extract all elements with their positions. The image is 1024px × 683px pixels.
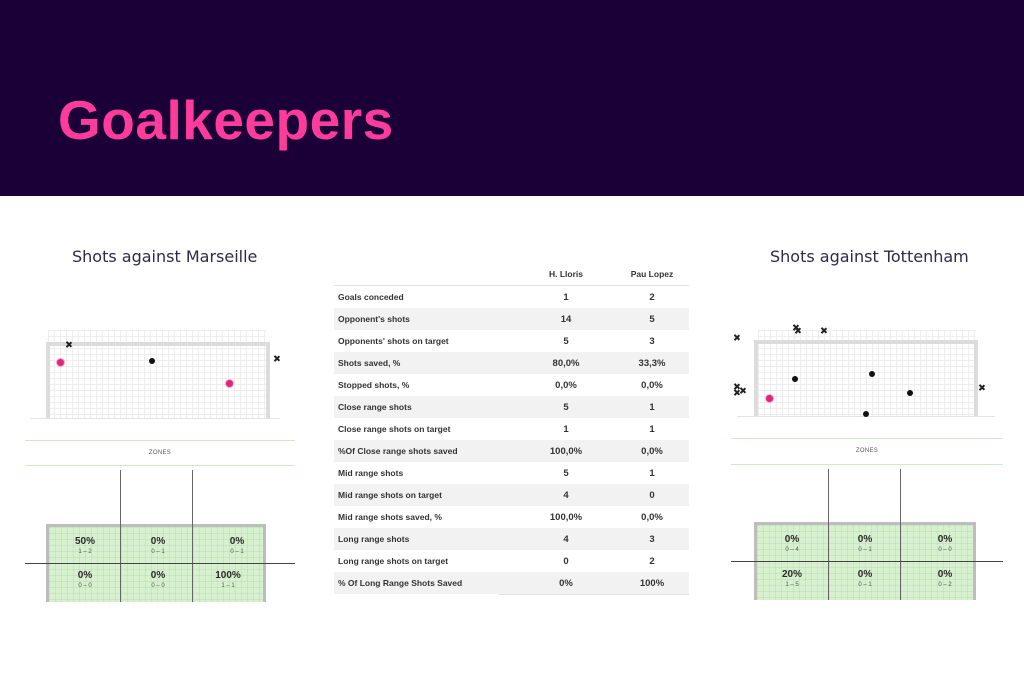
shot-saved-marker (792, 376, 798, 382)
shot-goal-marker (765, 394, 774, 403)
right-shot-map (725, 300, 1005, 430)
shot-miss-marker (66, 342, 72, 348)
table-row: Opponent's shots 14 5 (334, 308, 689, 330)
table-row: Long range shots on target 0 2 (338, 556, 655, 567)
table-row: Opponents' shots on target 5 3 (338, 336, 655, 347)
shot-goal-marker (56, 358, 65, 367)
zone-cell: 0% 0 – 0 (77, 570, 93, 589)
goal-frame (46, 342, 270, 418)
zone-cell: 0% 0 – 0 (150, 570, 166, 589)
zone-vertical-line (828, 469, 829, 600)
column-header-lloris: H. Lloris (548, 269, 583, 279)
zone-cell: 0% 0 – 1 (857, 534, 873, 553)
table-header: H. Lloris Pau Lopez (334, 264, 689, 286)
shot-saved-marker (149, 358, 155, 364)
shot-miss-marker (274, 356, 280, 362)
shot-goal-marker (225, 379, 234, 388)
header-banner: Goalkeepers (0, 0, 1024, 196)
zones-divider (25, 465, 295, 466)
zones-divider (25, 440, 295, 441)
column-header-lopez: Pau Lopez (630, 269, 674, 279)
table-row: Close range shots 5 1 (334, 396, 689, 418)
table-row: Mid range shots saved, % 100,0% 0,0% (338, 512, 663, 523)
table-row: Goals conceded 1 2 (338, 292, 655, 303)
zones-label: ZONES (855, 448, 879, 454)
zone-cell: 50% 1 – 2 (74, 536, 95, 555)
left-zones-grid: ZONES 50% 1 – 2 0% 0 – 1 0% 0 – 1 0% 0 –… (25, 437, 295, 602)
table-row: Stopped shots, % 0,0% 0,0% (338, 380, 663, 391)
goal-ground-line (30, 418, 280, 419)
zone-cell: 20% 1 – 5 (781, 569, 802, 588)
goal-net (758, 330, 976, 416)
zones-label: ZONES (148, 450, 172, 456)
goalkeeper-stats-table: H. Lloris Pau Lopez Goals conceded 1 2 Opp… (334, 264, 689, 595)
shot-miss-marker (740, 388, 746, 394)
zone-horizontal-line (731, 561, 1003, 562)
table-row: Mid range shots on target 4 0 (334, 484, 689, 506)
table-row: Mid range shots 5 1 (338, 468, 655, 479)
shot-miss-marker (979, 385, 985, 391)
table-row: %Of Close range shots saved 100,0% 0,0% (334, 440, 689, 462)
table-footer-line (499, 594, 689, 595)
goal-frame (754, 340, 978, 416)
zone-cell: 0% 0 – 1 (857, 569, 873, 588)
right-panel-title: Shots against Tottenham (770, 247, 969, 266)
zone-cell: 0% 0 – 1 (150, 536, 166, 555)
table-row: Long range shots 4 3 (334, 528, 689, 550)
page-title: Goalkeepers (58, 89, 394, 151)
zone-vertical-line (192, 470, 193, 602)
shot-saved-marker (863, 411, 869, 417)
table-row: Shots saved, % 80,0% 33,3% (334, 352, 689, 374)
zone-cell: 0% 0 – 1 (229, 536, 245, 555)
zone-vertical-line (120, 470, 121, 602)
right-zones-grid: ZONES 0% 0 – 4 0% 0 – 1 0% 0 – 0 20% 1 –… (731, 434, 1003, 600)
zone-cell: 100% 1 – 1 (215, 570, 241, 589)
shot-saved-marker (869, 371, 875, 377)
table-row: Close range shots on target 1 1 (338, 424, 655, 435)
left-shot-map (20, 300, 300, 430)
shot-miss-marker (821, 328, 827, 334)
shot-miss-marker (795, 328, 801, 334)
zone-goal-area (754, 522, 976, 600)
zone-horizontal-line (25, 563, 295, 564)
zone-goal-area (46, 524, 266, 602)
left-panel-title: Shots against Marseille (72, 247, 258, 266)
shot-miss-marker (734, 335, 740, 341)
zone-cell: 0% 0 – 0 (937, 534, 953, 553)
zone-cell: 0% 0 – 4 (784, 534, 800, 553)
zones-divider (731, 438, 1003, 439)
zone-cell: 0% 0 – 2 (937, 569, 953, 588)
zone-vertical-line (900, 469, 901, 600)
shot-saved-marker (907, 390, 913, 396)
zones-divider (731, 464, 1003, 465)
table-row: % Of Long Range Shots Saved 0% 100% (334, 572, 689, 594)
